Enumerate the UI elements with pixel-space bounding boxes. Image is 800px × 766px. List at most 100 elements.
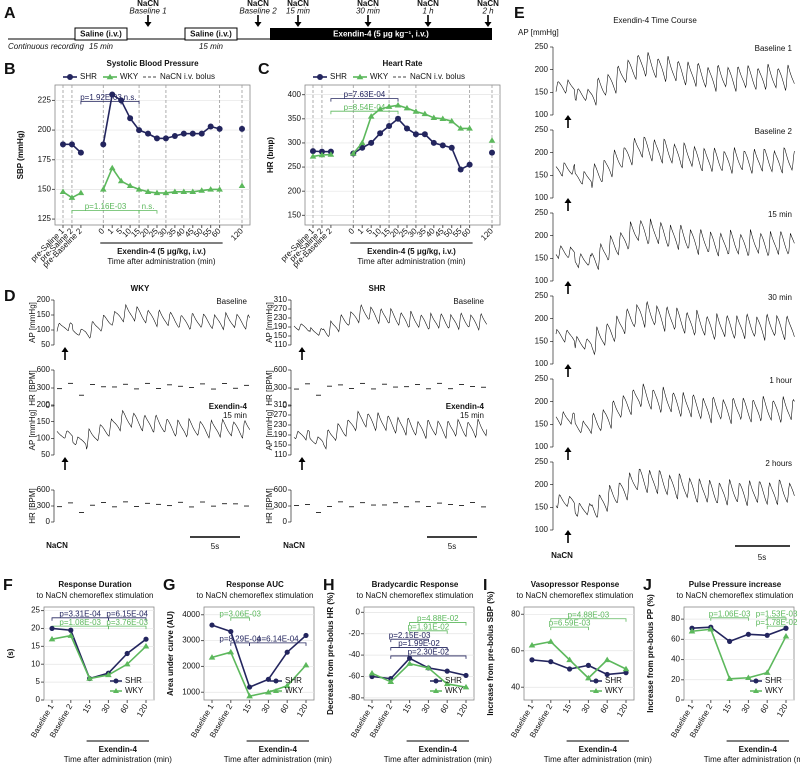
point xyxy=(123,660,131,667)
point xyxy=(207,123,214,130)
series-segment xyxy=(267,651,288,680)
trace-tick-label: 310 xyxy=(274,400,288,409)
trace-tick-label: 100 xyxy=(535,442,549,451)
point xyxy=(239,125,245,132)
series-segment xyxy=(531,640,551,647)
trace-tick-label: 300 xyxy=(37,501,51,510)
trace-tick-label: 100 xyxy=(37,433,51,442)
trace-tick-label: 50 xyxy=(41,340,50,349)
y-tick-label: -20 xyxy=(348,629,360,638)
point xyxy=(403,104,411,111)
trace-tick-label: 270 xyxy=(274,304,288,313)
saline-box xyxy=(74,27,128,41)
x-tick-label: 60 xyxy=(599,702,612,715)
trace-tick-label: 250 xyxy=(535,457,549,466)
saline-duration: 15 min xyxy=(89,42,114,51)
trace-tick-label: 200 xyxy=(37,400,51,409)
trace-tick-label: 50 xyxy=(41,450,50,459)
significance-label: p=1.92E-03 xyxy=(80,93,122,102)
trace-tick-label: 200 xyxy=(535,231,549,240)
y-tick-label: 0 xyxy=(676,695,681,704)
x-tick-label: 15 xyxy=(721,702,734,715)
significance-bracket xyxy=(390,655,467,659)
point xyxy=(48,635,56,642)
trace-tick-label: 200 xyxy=(535,397,549,406)
bolus-arrow-head xyxy=(364,22,372,27)
row-label: Baseline xyxy=(216,297,247,306)
y-tick-label: 175 xyxy=(38,155,52,164)
significance-label: p=1.06E-03 xyxy=(709,609,751,618)
y-tick-label: 0 xyxy=(36,695,41,704)
bolus-arrow-head xyxy=(144,22,152,27)
significance-bracket xyxy=(390,638,429,643)
significance-bracket xyxy=(249,642,307,646)
stimulus-arrow-head xyxy=(298,457,306,462)
series-segment xyxy=(569,659,589,679)
point xyxy=(368,669,376,676)
x-tick-label: 60 xyxy=(119,702,132,715)
trace-tick-label: 0 xyxy=(46,517,51,526)
x-tick-label: 120 xyxy=(455,702,470,719)
stimulus-label: NaCN xyxy=(46,541,68,550)
legend-label: SHR xyxy=(80,72,97,81)
y-tick-label: 2000 xyxy=(182,662,200,671)
stimulus-arrow-head xyxy=(564,281,572,286)
x-tick-label: 60 xyxy=(460,226,473,239)
stimulus-arrow-head xyxy=(61,347,69,352)
point xyxy=(284,649,290,655)
significance-bracket xyxy=(330,110,399,115)
x-tick-label: 30 xyxy=(420,702,433,715)
significance-label: p=1.53E-03 xyxy=(756,609,798,618)
series-segment xyxy=(569,664,589,670)
series-segment xyxy=(70,635,91,679)
stimulus-arrow-head xyxy=(564,115,572,120)
significance-label: p=1.78E-02 xyxy=(756,618,798,627)
point xyxy=(67,632,75,638)
trace-tick-label: 150 xyxy=(274,331,288,340)
bolus-label: NaCN xyxy=(287,0,309,8)
point xyxy=(457,166,464,173)
y-tick-label: 3000 xyxy=(182,636,200,645)
legend-label: SHR xyxy=(605,676,622,685)
legend-marker xyxy=(67,74,73,80)
x-axis-label: Time after administration (min) xyxy=(107,257,216,266)
point xyxy=(302,661,310,668)
legend-label: WKY xyxy=(605,686,624,695)
x-tick-label: 15 xyxy=(81,702,94,715)
y-tick-label: 350 xyxy=(288,114,302,123)
bolus-label: NaCN xyxy=(137,0,159,8)
point xyxy=(425,664,432,671)
point xyxy=(162,135,169,142)
ap-trace xyxy=(555,218,795,270)
panel-letter: A xyxy=(4,5,16,22)
point xyxy=(318,148,325,155)
significance-bracket xyxy=(409,630,448,634)
stimulus-label: NaCN xyxy=(551,551,573,560)
point xyxy=(283,682,291,688)
legend-marker xyxy=(753,678,759,684)
point xyxy=(488,137,496,143)
point xyxy=(143,636,149,642)
note: Continuous recording xyxy=(8,42,85,51)
series-segment xyxy=(766,627,787,637)
scale-label: 5s xyxy=(758,553,766,562)
row-label: 30 min xyxy=(768,293,792,302)
significance-label: p=1.08E-03 xyxy=(59,618,101,627)
x-tick-label: 30 xyxy=(740,702,753,715)
series-segment xyxy=(748,633,768,637)
trace-tick-label: 300 xyxy=(274,501,288,510)
bolus-time: Baseline 1 xyxy=(129,7,166,16)
point xyxy=(86,675,93,681)
saline-label: Saline (i.v.) xyxy=(80,30,122,39)
bolus-time: Baseline 2 xyxy=(239,7,277,16)
point xyxy=(386,123,393,130)
x-axis-label: Time after administration (min) xyxy=(357,257,466,266)
panel-letter: B xyxy=(4,61,16,78)
bolus-arrow-head xyxy=(294,22,302,27)
ap-trace xyxy=(56,409,251,450)
point xyxy=(385,103,393,109)
point xyxy=(745,631,752,637)
trace-tick-label: 310 xyxy=(274,295,288,304)
trace-tick-label: 110 xyxy=(274,340,287,349)
point xyxy=(238,182,246,189)
